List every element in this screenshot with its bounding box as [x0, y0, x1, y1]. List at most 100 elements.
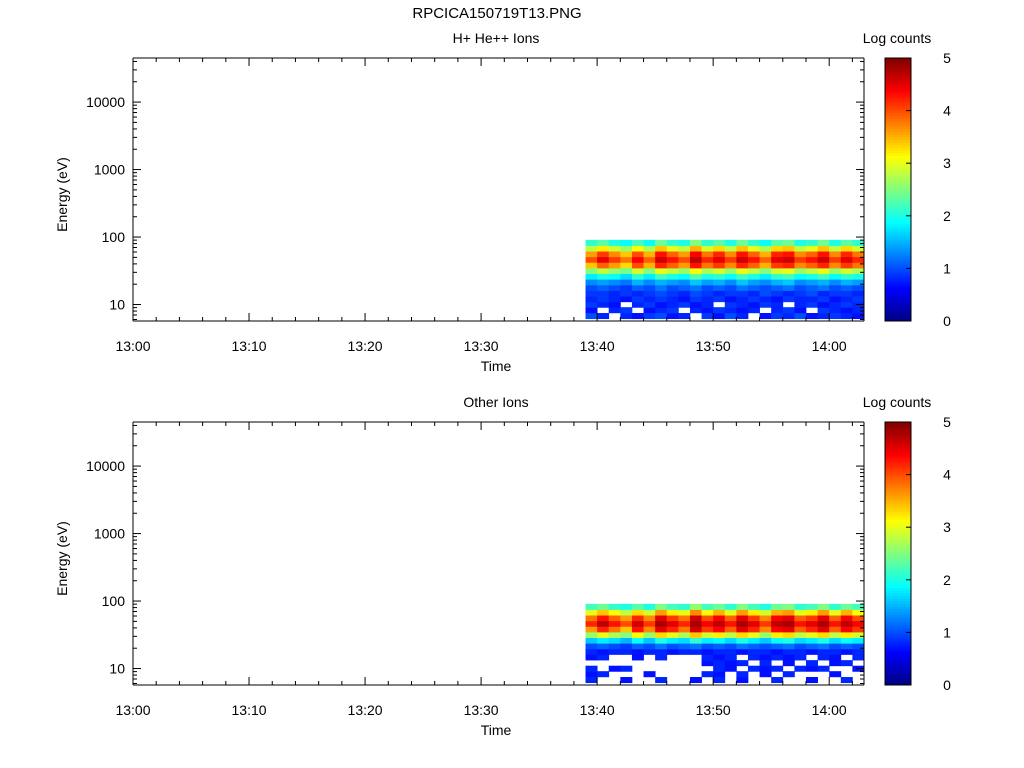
colorbar-segment	[885, 553, 911, 557]
heatmap-cell	[817, 631, 830, 639]
heatmap-cell	[794, 626, 807, 633]
heatmap-cell	[794, 256, 807, 263]
heatmap-cell	[689, 273, 702, 280]
heatmap-cell	[655, 251, 668, 258]
colorbar-segment	[885, 532, 911, 536]
colorbar-segment	[885, 84, 911, 88]
colorbar-segment	[885, 313, 911, 317]
colorbar-segment	[885, 529, 911, 533]
colorbar-segment	[885, 252, 911, 256]
heatmap-cell	[724, 609, 737, 616]
heatmap-cell	[608, 279, 621, 286]
colorbar-segment	[885, 150, 911, 154]
heatmap-cell	[631, 615, 644, 622]
heatmap-cell	[794, 267, 807, 275]
heatmap-cell	[805, 296, 818, 303]
heatmap-cell	[643, 648, 656, 655]
heatmap-cell	[747, 279, 760, 286]
heatmap-cell	[759, 279, 772, 286]
heatmap-cell	[608, 256, 621, 263]
heatmap-cell	[689, 267, 702, 275]
heatmap-cell	[655, 626, 668, 633]
x-tick-label: 13:20	[348, 338, 383, 354]
heatmap-cell	[805, 620, 818, 627]
heatmap-cell	[597, 296, 610, 303]
colorbar-segment	[885, 435, 911, 439]
heatmap-cell	[794, 654, 807, 661]
heatmap-cell	[631, 643, 644, 650]
heatmap-cell	[794, 631, 807, 639]
heatmap-cell	[771, 301, 784, 308]
heatmap-cell	[713, 313, 726, 320]
heatmap-cell	[829, 262, 842, 269]
heatmap-cell	[840, 239, 853, 246]
colorbar-segment	[885, 640, 911, 644]
heatmap-cell	[747, 273, 760, 280]
heatmap-cell	[829, 631, 842, 639]
heatmap-cell	[747, 290, 760, 297]
heatmap-cell	[829, 256, 842, 263]
heatmap-cell	[724, 603, 737, 610]
heatmap-cell	[724, 626, 737, 633]
heatmap-cell	[771, 239, 784, 246]
y-tick-label: 10000	[86, 94, 125, 110]
heatmap-cell	[771, 245, 784, 252]
heatmap-cell	[689, 251, 702, 258]
colorbar-segment	[885, 637, 911, 641]
heatmap-cell	[620, 307, 633, 314]
colorbar-segment	[885, 228, 911, 233]
colorbar-segment	[885, 650, 911, 654]
heatmap-cell	[759, 648, 772, 655]
heatmap-cell	[701, 626, 714, 633]
colorbar-tick-label: 3	[943, 155, 951, 171]
heatmap-cell	[840, 620, 853, 627]
heatmap-cell	[597, 626, 610, 633]
heatmap-cell	[585, 307, 598, 314]
heatmap-cell	[829, 279, 842, 286]
heatmap-cell	[724, 648, 737, 655]
heatmap-cell	[759, 654, 772, 661]
heatmap-cell	[585, 620, 598, 627]
heatmap-cell	[631, 313, 644, 320]
heatmap-cell	[724, 267, 737, 275]
heatmap-cell	[817, 273, 830, 280]
heatmap-cell	[771, 677, 784, 684]
x-tick-label: 14:00	[812, 338, 847, 354]
heatmap-cell	[620, 273, 633, 280]
colorbar-segment	[885, 616, 911, 620]
colorbar-segment	[885, 469, 911, 473]
heatmap-cell	[759, 290, 772, 297]
heatmap-cell	[713, 603, 726, 610]
heatmap-cell	[782, 648, 795, 655]
heatmap-cell	[771, 290, 784, 297]
heatmap-cell	[666, 609, 679, 616]
heatmap-cell	[852, 262, 865, 269]
heatmap-cell	[747, 245, 760, 252]
colorbar-segment	[885, 569, 911, 573]
heatmap-cell	[736, 296, 749, 303]
heatmap-cell	[840, 648, 853, 655]
colorbar-segment	[885, 260, 911, 264]
heatmap-cell	[585, 654, 598, 661]
heatmap-cell	[782, 620, 795, 627]
heatmap-cell	[736, 626, 749, 633]
heatmap-cell	[655, 279, 668, 286]
heatmap-cell	[701, 279, 714, 286]
heatmap-cell	[655, 637, 668, 644]
heatmap-cell	[724, 620, 737, 627]
heatmap-cell	[689, 301, 702, 308]
heatmap-cell	[782, 603, 795, 610]
heatmap-cell	[759, 296, 772, 303]
colorbar-segment	[885, 542, 911, 547]
heatmap-cell	[597, 637, 610, 644]
heatmap-cell	[852, 631, 865, 639]
heatmap-cell	[771, 665, 784, 672]
colorbar-segment	[885, 464, 911, 468]
colorbar-segment	[885, 289, 911, 293]
heatmap-cell	[585, 262, 598, 269]
heatmap-cell	[643, 631, 656, 639]
colorbar-segment	[885, 197, 911, 201]
heatmap-cell	[829, 267, 842, 275]
colorbar-segment	[885, 105, 911, 109]
heatmap-cell	[608, 296, 621, 303]
